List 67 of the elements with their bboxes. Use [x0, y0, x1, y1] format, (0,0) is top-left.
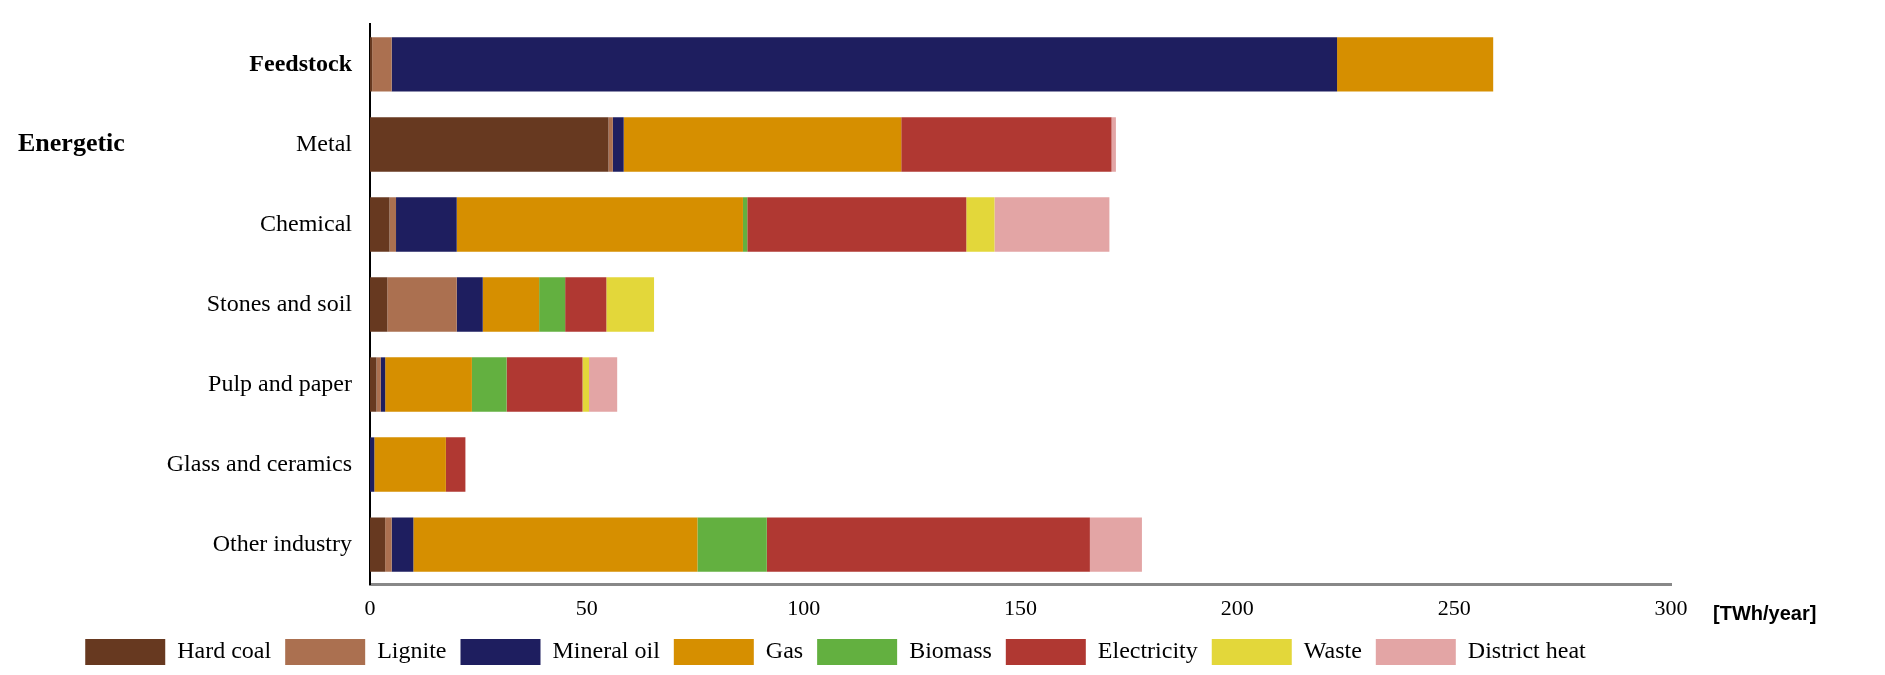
bar	[372, 37, 392, 92]
y-tick-label: Feedstock	[249, 49, 353, 76]
bar	[456, 277, 483, 332]
bar	[506, 357, 583, 412]
bar	[370, 277, 388, 332]
bar	[623, 117, 902, 172]
bar	[1089, 517, 1142, 572]
x-axis-title: [TWh/year]	[1713, 602, 1817, 625]
bar	[589, 357, 618, 412]
bar	[482, 277, 540, 332]
bar	[376, 357, 381, 412]
bar	[1337, 37, 1494, 92]
bar	[391, 37, 1338, 92]
y-tick-label: Stones and soil	[206, 289, 353, 316]
y-tick-label: Glass and ceramics	[166, 449, 352, 476]
y-tick-label: Chemical	[260, 209, 353, 236]
bar	[471, 357, 507, 412]
x-tick-label: 250	[1437, 594, 1471, 620]
bar	[374, 437, 446, 492]
bar	[966, 197, 995, 252]
legend-label: Biomass	[909, 637, 992, 664]
bar	[1111, 117, 1116, 172]
bar	[606, 277, 655, 332]
x-tick-label: 50	[575, 594, 598, 620]
bar	[370, 437, 375, 492]
legend-label: Waste	[1303, 637, 1362, 664]
bar	[742, 197, 748, 252]
bar	[370, 517, 386, 572]
bar	[385, 517, 392, 572]
bar	[380, 357, 386, 412]
legend-label: Lignite	[377, 637, 447, 664]
x-tick-label: 0	[364, 594, 376, 620]
bar	[582, 357, 589, 412]
bar	[608, 117, 613, 172]
y-tick-label: Other industry	[212, 529, 352, 556]
legend-label: Mineral oil	[552, 637, 661, 664]
bar	[747, 197, 967, 252]
bar	[612, 117, 624, 172]
x-tick-label: 200	[1220, 594, 1254, 620]
bar	[445, 437, 466, 492]
bar	[539, 277, 566, 332]
x-tick-label: 100	[787, 594, 821, 620]
bar	[391, 517, 414, 572]
legend-label: Gas	[765, 637, 804, 664]
bar	[370, 197, 390, 252]
bar	[697, 517, 767, 572]
bar	[565, 277, 607, 332]
bar	[370, 37, 373, 92]
bar	[901, 117, 1112, 172]
bar	[389, 197, 397, 252]
bar	[370, 357, 377, 412]
bar	[413, 517, 698, 572]
legend-label: Electricity	[1097, 637, 1198, 664]
legend-label: Hard coal	[177, 637, 272, 664]
bar	[766, 517, 1090, 572]
bar	[387, 277, 457, 332]
bar	[370, 117, 609, 172]
y-tick-label: Metal	[296, 129, 353, 156]
bar	[385, 357, 472, 412]
text: Energetic	[18, 128, 125, 158]
legend-label: District heat	[1467, 637, 1587, 664]
x-tick-label: 150	[1004, 594, 1037, 620]
bar	[456, 197, 743, 252]
bar	[994, 197, 1110, 252]
bar	[396, 197, 457, 252]
x-tick-label: 300	[1654, 594, 1688, 620]
y-tick-label: Pulp and paper	[208, 369, 352, 396]
